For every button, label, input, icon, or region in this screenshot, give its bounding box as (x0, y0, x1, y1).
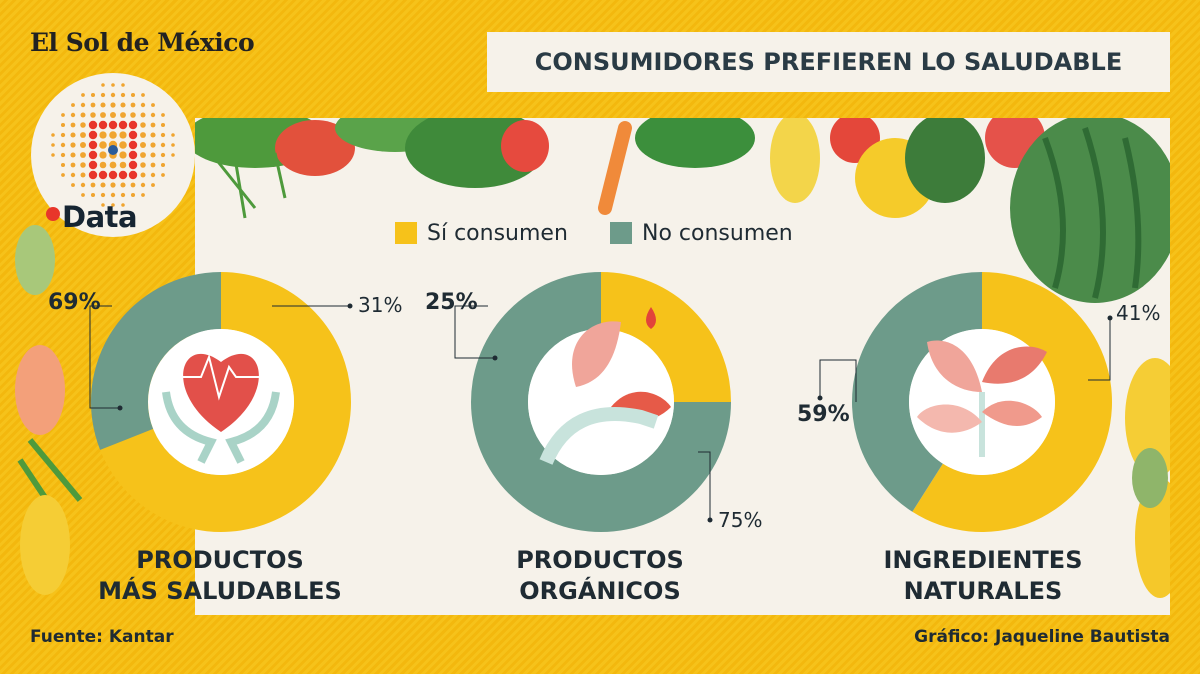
leader-dot-5 (817, 395, 823, 401)
donut-3-slice-no (852, 272, 982, 512)
pct-label-1-yes: 69% (48, 290, 101, 315)
leader-line-5 (819, 359, 857, 402)
leader-dot-6 (1107, 315, 1113, 321)
legend-swatch-yes (395, 222, 417, 244)
brand-logo: El Sol de México (30, 28, 255, 57)
pct-label-2-no: 75% (718, 508, 763, 532)
chart-3-title-line-1: INGREDIENTES (883, 546, 1083, 574)
chart-2-title-line-1: PRODUCTOS (516, 546, 684, 574)
heart-hands-icon (162, 353, 280, 464)
leader-dot-1 (117, 405, 123, 411)
section-label: Data (62, 200, 138, 234)
legend-swatch-no (610, 222, 632, 244)
leaf-hand-icon (539, 307, 671, 465)
pct-label-2-yes: 25% (425, 290, 478, 315)
chart-1-title: PRODUCTOS MÁS SALUDABLES (85, 545, 355, 607)
pct-label-3-yes: 59% (797, 402, 850, 427)
title-box: CONSUMIDORES PREFIEREN LO SALUDABLE (487, 32, 1170, 92)
donut-2-slice-no (471, 272, 731, 532)
legend-label-yes: Sí consumen (427, 220, 568, 246)
pct-label-1-no: 31% (358, 293, 403, 317)
chart-2-title: PRODUCTOS ORGÁNICOS (465, 545, 735, 607)
leader-line-3 (454, 305, 495, 359)
legend-item-no: No consumen (610, 219, 793, 247)
data-dot-icon (46, 207, 60, 221)
leader-dot-2 (347, 303, 353, 309)
leader-line-4 (698, 451, 711, 520)
produce-decoration (195, 118, 1170, 598)
donut-1-slice-yes (100, 272, 351, 532)
chart-3-title: INGREDIENTES NATURALES (848, 545, 1118, 607)
data-badge-icon (31, 73, 195, 237)
left-decoration (15, 225, 83, 595)
chart-1-title-line-1: PRODUCTOS (136, 546, 304, 574)
chart-2-title-line-2: ORGÁNICOS (519, 577, 681, 605)
donut-1-slice-no (91, 272, 221, 450)
legend-label-no: No consumen (642, 220, 793, 246)
donut-3-slice-yes (912, 272, 1112, 532)
legend-item-yes: Sí consumen (395, 219, 568, 247)
source-note: Fuente: Kantar (30, 627, 174, 647)
chart-1-title-line-2: MÁS SALUDABLES (98, 577, 342, 605)
chart-3-title-line-2: NATURALES (903, 577, 1063, 605)
leader-line-1 (89, 305, 120, 409)
page-title: CONSUMIDORES PREFIEREN LO SALUDABLE (534, 48, 1123, 76)
leader-dot-4 (707, 517, 713, 523)
plant-icon (917, 340, 1047, 457)
pct-label-3-no: 41% (1116, 301, 1161, 325)
leader-dot-3 (492, 355, 498, 361)
credit-note: Gráfico: Jaqueline Bautista (914, 627, 1170, 647)
donut-2-slice-yes (601, 272, 731, 402)
leader-line-6 (1088, 318, 1111, 381)
